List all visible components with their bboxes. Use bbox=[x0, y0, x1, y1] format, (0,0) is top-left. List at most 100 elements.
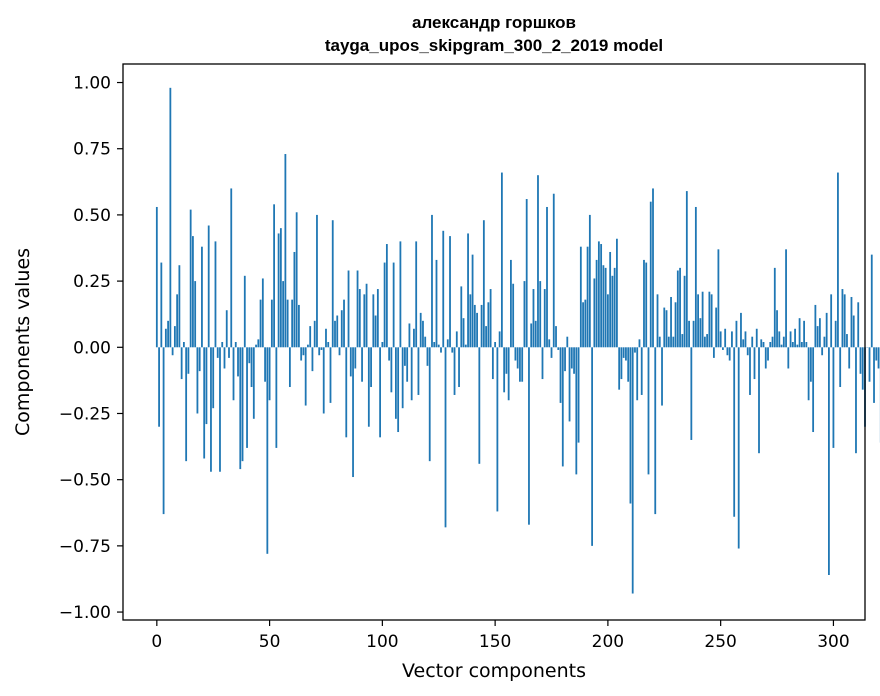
bar-57 bbox=[284, 154, 287, 348]
bar-302 bbox=[837, 172, 839, 348]
bar-204 bbox=[616, 238, 618, 348]
bar-173 bbox=[546, 206, 548, 348]
bar-20 bbox=[201, 246, 203, 348]
bar-53 bbox=[275, 347, 278, 448]
bar-58 bbox=[286, 299, 289, 348]
bar-47 bbox=[261, 278, 264, 348]
bar-45 bbox=[257, 339, 260, 348]
bar-164 bbox=[525, 199, 528, 348]
bar-136 bbox=[462, 318, 465, 348]
bar-64 bbox=[300, 347, 303, 361]
bar-243 bbox=[703, 336, 706, 348]
bar-223 bbox=[658, 336, 661, 348]
bar-199 bbox=[604, 267, 607, 348]
bar-300 bbox=[832, 347, 835, 448]
bar-89 bbox=[356, 270, 359, 348]
bar-99 bbox=[379, 347, 381, 438]
bar-216 bbox=[643, 259, 645, 348]
bar-215 bbox=[640, 347, 643, 395]
bar-117 bbox=[419, 312, 422, 348]
y-tick-label: −0.50 bbox=[59, 471, 111, 491]
bar-36 bbox=[237, 347, 239, 377]
bar-126 bbox=[440, 347, 442, 353]
bar-50 bbox=[268, 347, 271, 401]
bar-176 bbox=[552, 193, 555, 348]
bar-135 bbox=[460, 286, 463, 348]
bar-178 bbox=[557, 347, 560, 350]
bar-249 bbox=[717, 249, 720, 348]
bar-123 bbox=[433, 342, 436, 348]
bar-217 bbox=[645, 262, 648, 348]
bar-132 bbox=[453, 347, 456, 395]
bar-274 bbox=[773, 267, 776, 348]
bar-197 bbox=[600, 244, 603, 348]
bar-172 bbox=[543, 289, 546, 348]
bar-154 bbox=[503, 347, 506, 393]
bar-209 bbox=[627, 347, 630, 382]
bar-285 bbox=[798, 318, 801, 348]
bar-257 bbox=[735, 320, 738, 348]
bar-238 bbox=[692, 320, 695, 348]
x-tick-label: 300 bbox=[817, 632, 849, 652]
bar-30 bbox=[223, 347, 226, 369]
bar-258 bbox=[737, 347, 740, 549]
bar-153 bbox=[500, 172, 503, 348]
bar-233 bbox=[681, 334, 684, 348]
bar-17 bbox=[194, 281, 197, 348]
bar-317 bbox=[870, 254, 873, 348]
bar-265 bbox=[753, 347, 756, 380]
bar-38 bbox=[241, 347, 244, 462]
bar-313 bbox=[861, 347, 864, 390]
bar-85 bbox=[347, 270, 350, 348]
bar-260 bbox=[742, 339, 745, 348]
bar-169 bbox=[537, 175, 539, 348]
bar-143 bbox=[478, 347, 481, 464]
bar-147 bbox=[487, 302, 490, 348]
bar-160 bbox=[516, 347, 519, 369]
bar-311 bbox=[857, 302, 860, 348]
bar-303 bbox=[839, 347, 842, 388]
bar-298 bbox=[828, 347, 830, 575]
bar-235 bbox=[685, 191, 688, 348]
bar-33 bbox=[230, 188, 233, 348]
bar-184 bbox=[570, 347, 573, 369]
y-tick-label: −1.00 bbox=[59, 603, 111, 623]
y-axis-label: Components values bbox=[12, 248, 34, 436]
bar-18 bbox=[196, 347, 199, 414]
bar-268 bbox=[760, 339, 763, 348]
bar-44 bbox=[255, 344, 257, 348]
bar-286 bbox=[800, 342, 803, 348]
bar-152 bbox=[498, 331, 501, 348]
bar-86 bbox=[349, 347, 352, 377]
bar-114 bbox=[413, 328, 415, 348]
bar-318 bbox=[873, 347, 875, 403]
bar-72 bbox=[318, 347, 321, 356]
bar-129 bbox=[446, 339, 449, 348]
bar-266 bbox=[755, 328, 758, 348]
bar-151 bbox=[496, 347, 499, 512]
bar-39 bbox=[243, 275, 246, 348]
bar-225 bbox=[663, 307, 666, 348]
bar-168 bbox=[534, 320, 537, 348]
bar-14 bbox=[187, 347, 190, 374]
bar-277 bbox=[780, 344, 783, 348]
bar-92 bbox=[363, 294, 366, 348]
bar-271 bbox=[767, 347, 769, 361]
bar-23 bbox=[207, 225, 210, 348]
bar-79 bbox=[334, 320, 336, 348]
bar-61 bbox=[293, 251, 296, 348]
bar-7 bbox=[171, 347, 174, 356]
bar-102 bbox=[385, 244, 388, 348]
bar-228 bbox=[670, 296, 672, 348]
bar-51 bbox=[270, 299, 273, 348]
bar-319 bbox=[875, 347, 878, 361]
y-axis-ticks: −1.00 −0.75 −0.50 −0.25 0.00 0.25 0.50 0.75 1.00 bbox=[59, 74, 123, 623]
bar-109 bbox=[401, 347, 404, 409]
bar-68 bbox=[309, 326, 312, 348]
bar-307 bbox=[848, 347, 851, 369]
bar-34 bbox=[232, 347, 235, 401]
bar-301 bbox=[834, 320, 837, 348]
bar-193 bbox=[591, 347, 593, 546]
bar-308 bbox=[850, 296, 853, 348]
bar-170 bbox=[539, 281, 542, 348]
